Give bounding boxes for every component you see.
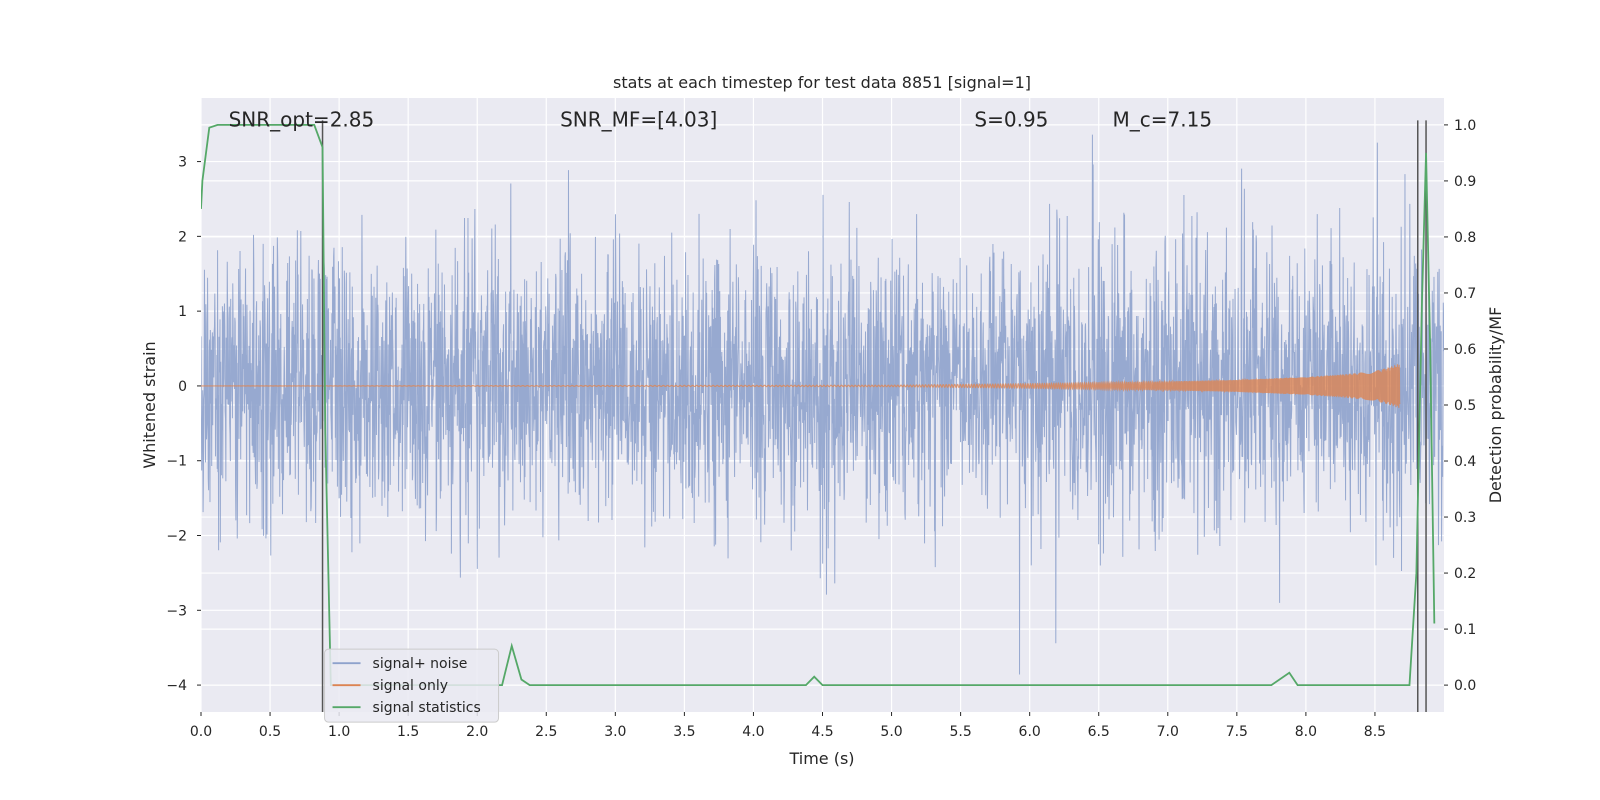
x-axis-label: Time (s) xyxy=(788,749,854,768)
x-tick-label: 2.5 xyxy=(535,724,557,740)
left-y-tick-label: −4 xyxy=(166,678,187,694)
x-tick-label: 5.5 xyxy=(949,724,971,740)
annotation-text: M_c=7.15 xyxy=(1113,107,1213,131)
left-y-axis-label: Whitened strain xyxy=(140,341,159,468)
left-y-tick-label: 1 xyxy=(178,304,187,320)
signal-plus-noise-line xyxy=(201,134,1444,675)
series-signal-statistics xyxy=(201,123,1436,687)
x-tick-label: 6.0 xyxy=(1019,724,1041,740)
x-tick-label: 7.5 xyxy=(1226,724,1248,740)
right-y-axis-label: Detection probability/MF xyxy=(1486,307,1505,504)
x-tick-label: 1.5 xyxy=(397,724,419,740)
x-tick-label: 0.5 xyxy=(259,724,281,740)
x-tick-label: 8.0 xyxy=(1295,724,1317,740)
legend-label: signal statistics xyxy=(373,700,481,716)
x-tick-label: 3.0 xyxy=(604,724,626,740)
series-signal-plus-noise xyxy=(201,134,1444,675)
x-axis-ticks: 0.0 0.5 1.0 1.5 2.0 2.5 3.0 3.5 4.0 4.5 5.0 5.5 6.0 6… xyxy=(190,712,1386,740)
left-y-tick-label: 2 xyxy=(178,229,187,245)
x-tick-label: 1.0 xyxy=(328,724,350,740)
right-y-tick-label: 0.5 xyxy=(1454,398,1476,414)
left-y-tick-label: 0 xyxy=(178,379,187,395)
right-y-tick-label: 0.7 xyxy=(1454,286,1476,302)
legend: signal+ noise signal only signal statistic… xyxy=(324,648,500,723)
x-tick-label: 3.5 xyxy=(673,724,695,740)
left-y-axis-ticks: 3 2 1 0 −1 −2 −3 −4 xyxy=(166,155,201,694)
legend-label: signal+ noise xyxy=(373,656,468,672)
x-tick-label: 8.5 xyxy=(1364,724,1386,740)
right-y-axis-ticks: 1.0 0.9 0.8 0.7 0.6 0.5 0.4 0.3 0.2 0.1 0.0 xyxy=(1444,118,1476,694)
series-signal-only xyxy=(201,364,1401,408)
x-tick-label: 5.0 xyxy=(880,724,902,740)
left-y-tick-label: 3 xyxy=(178,155,187,171)
signal-statistics-line xyxy=(201,123,1436,687)
x-tick-label: 7.0 xyxy=(1157,724,1179,740)
left-y-tick-label: −1 xyxy=(166,454,187,470)
right-y-tick-label: 0.1 xyxy=(1454,622,1476,638)
right-y-tick-label: 0.0 xyxy=(1454,678,1476,694)
right-y-tick-label: 0.6 xyxy=(1454,342,1476,358)
annotations: SNR_opt=2.85 SNR_MF=[4.03] S=0.95 M_c=7.15 xyxy=(229,107,1212,131)
left-y-tick-label: −3 xyxy=(166,603,187,619)
annotation-text: S=0.95 xyxy=(974,107,1048,131)
right-y-tick-label: 1.0 xyxy=(1454,118,1476,134)
right-y-tick-label: 0.9 xyxy=(1454,174,1476,190)
legend-label: signal only xyxy=(373,678,448,694)
x-tick-label: 0.0 xyxy=(190,724,212,740)
chart-title: stats at each timestep for test data 885… xyxy=(613,73,1031,92)
plot-area xyxy=(201,120,1444,712)
x-tick-label: 4.5 xyxy=(811,724,833,740)
x-tick-label: 6.5 xyxy=(1088,724,1110,740)
signal-only-line xyxy=(201,364,1401,408)
legend-box xyxy=(324,648,500,723)
x-tick-label: 2.0 xyxy=(466,724,488,740)
annotation-text: SNR_opt=2.85 xyxy=(229,107,375,131)
right-y-tick-label: 0.3 xyxy=(1454,510,1476,526)
left-y-tick-label: −2 xyxy=(166,529,187,545)
right-y-tick-label: 0.8 xyxy=(1454,230,1476,246)
x-tick-label: 4.0 xyxy=(742,724,764,740)
right-y-tick-label: 0.4 xyxy=(1454,454,1476,470)
right-y-tick-label: 0.2 xyxy=(1454,566,1476,582)
annotation-text: SNR_MF=[4.03] xyxy=(560,107,717,131)
